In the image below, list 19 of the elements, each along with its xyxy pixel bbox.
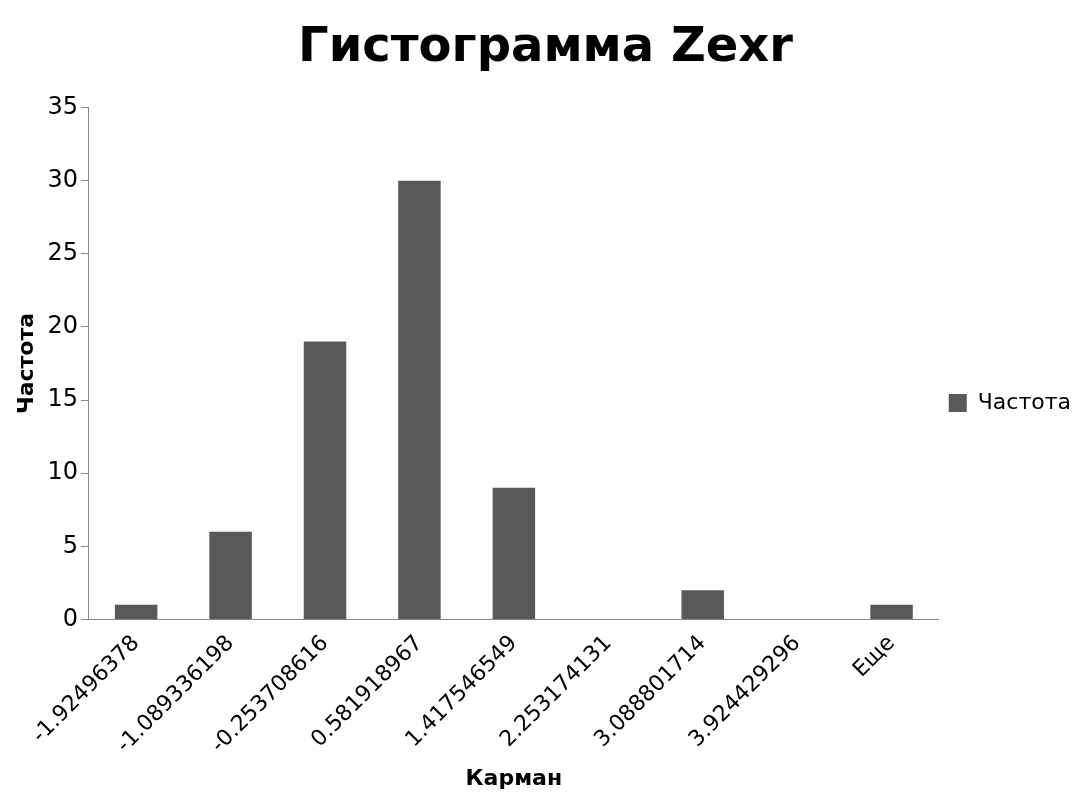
y-tick-label: 5 xyxy=(62,530,78,559)
chart-title: Гистограмма Zexr xyxy=(298,16,794,73)
bar xyxy=(492,487,536,619)
bar xyxy=(681,590,724,619)
x-axis-title: Карман xyxy=(465,764,563,790)
y-tick-label: 15 xyxy=(47,384,78,413)
bar xyxy=(303,341,347,619)
y-tick-label: 25 xyxy=(47,238,78,267)
bar xyxy=(870,604,913,619)
bar xyxy=(209,531,252,619)
bar xyxy=(398,180,441,619)
y-tick-label: 10 xyxy=(47,457,78,486)
bar xyxy=(114,604,158,619)
y-tick-label: 35 xyxy=(47,91,78,120)
y-tick-label: 20 xyxy=(47,311,78,340)
y-tick-label: 30 xyxy=(47,164,78,193)
legend-label: Частота xyxy=(977,388,1071,414)
y-axis-title: Частота xyxy=(12,312,38,415)
y-tick-label: 0 xyxy=(62,603,78,632)
